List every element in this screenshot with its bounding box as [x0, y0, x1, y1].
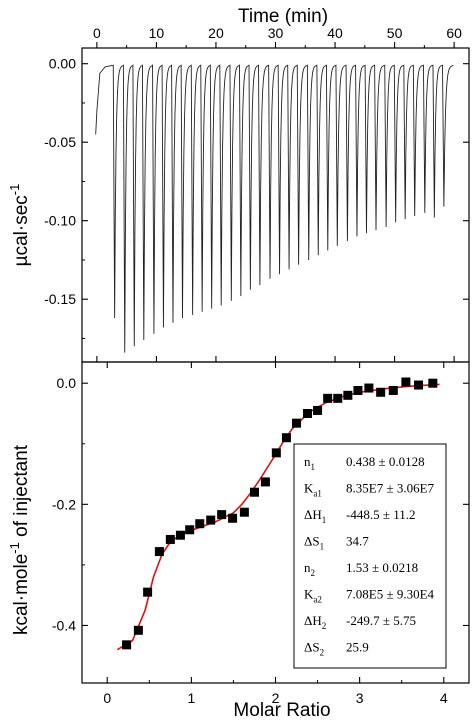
time-tick-label: 50 [387, 25, 403, 41]
data-point [133, 625, 143, 635]
data-point [364, 383, 374, 393]
thermogram-frame [81, 47, 470, 363]
data-point [292, 418, 302, 428]
data-point [353, 385, 363, 395]
time-tick-label: 30 [268, 25, 284, 41]
molar-ratio-tick-label: 4 [440, 690, 448, 706]
heat-rate-tick-label: 0.00 [49, 56, 76, 72]
time-tick-label: 60 [446, 25, 462, 41]
heat-rate-axis-title: µcal·sec-1 [7, 184, 32, 267]
fit-parameters-box [293, 443, 447, 669]
fit-parameter-label: n2 [304, 560, 315, 578]
fit-parameter-value: -448.5 ± 11.2 [346, 507, 415, 522]
fit-parameter-label: ΔH1 [304, 507, 326, 525]
molar-ratio-axis-title: Molar Ratio [233, 700, 330, 721]
fit-parameter-value: -249.7 ± 5.75 [346, 613, 416, 628]
data-point [195, 519, 205, 529]
data-point [428, 378, 438, 388]
enthalpy-axis-title-unit: kcal·mole [11, 554, 32, 635]
enthalpy-tick-label: -0.4 [52, 617, 76, 633]
data-point [302, 408, 312, 418]
enthalpy-axis-title: kcal·mole-1 of injectant [7, 444, 32, 635]
fit-parameter-value: 7.08E5 ± 9.30E4 [346, 587, 435, 602]
data-point [401, 377, 411, 387]
fit-parameter-value: 25.9 [346, 640, 369, 655]
fit-parameter-label: Ka2 [304, 587, 322, 605]
fit-parameter-label: Ka1 [304, 481, 322, 499]
fit-parameter-label: n1 [304, 454, 315, 472]
heat-rate-tick-label: -0.15 [44, 291, 76, 307]
heat-rate-tick-label: -0.10 [44, 213, 76, 229]
heat-rate-axis-title-unit: µcal·sec [11, 195, 32, 266]
thermogram-trace [95, 64, 454, 353]
fit-parameter-label: ΔH2 [304, 613, 326, 631]
time-tick-label: 40 [327, 25, 343, 41]
data-point [122, 640, 132, 650]
binding-isotherm-panel: 0 1 2 3 4 0.0 -0.2 -0.4 n1 0.438 ± 0.0128 Ka1 8.35E… [52, 361, 470, 706]
time-tick-label: 10 [149, 25, 165, 41]
heat-rate-tick-label: -0.05 [44, 134, 76, 150]
molar-ratio-tick-label: 2 [272, 690, 280, 706]
data-point [143, 587, 153, 597]
data-point [228, 513, 238, 523]
data-point [260, 477, 270, 487]
molar-ratio-tick-label: 3 [356, 690, 364, 706]
fit-parameter-label: ΔS2 [304, 640, 324, 658]
enthalpy-axis-title-suffix: of injectant [11, 444, 32, 542]
data-point [333, 393, 343, 403]
data-point [313, 405, 323, 415]
fit-parameter-value: 34.7 [346, 534, 369, 549]
data-point [414, 380, 424, 390]
data-point [165, 534, 175, 544]
data-point [154, 547, 164, 557]
data-point [388, 385, 398, 395]
molar-ratio-tick-label: 1 [187, 690, 195, 706]
data-point [323, 393, 333, 403]
time-axis-title: Time (min) [238, 6, 328, 27]
fit-parameter-label: ΔS1 [304, 534, 324, 552]
data-point [281, 433, 291, 443]
fit-parameter-value: 1.53 ± 0.0218 [346, 560, 418, 575]
data-point [175, 530, 185, 540]
time-tick-label: 0 [93, 25, 101, 41]
data-point [239, 507, 249, 517]
data-point [376, 387, 386, 397]
enthalpy-tick-label: -0.2 [52, 496, 76, 512]
data-point [217, 510, 227, 520]
fit-parameter-value: 0.438 ± 0.0128 [346, 454, 425, 469]
fit-parameter-value: 8.35E7 ± 3.06E7 [346, 481, 435, 496]
heat-rate-axis-title-exponent: -1 [7, 184, 22, 196]
time-tick-label: 20 [208, 25, 224, 41]
data-point [185, 525, 195, 535]
data-point [271, 448, 281, 458]
thermogram-panel: 0 10 20 30 40 50 60 0.00 -0.05 -0.10 -0.15 [44, 25, 470, 363]
molar-ratio-tick-label: 0 [103, 690, 111, 706]
enthalpy-axis-title-exponent: -1 [7, 542, 22, 554]
data-point [249, 487, 259, 497]
data-point [343, 390, 353, 400]
data-point [206, 515, 216, 525]
enthalpy-tick-label: 0.0 [57, 375, 77, 391]
